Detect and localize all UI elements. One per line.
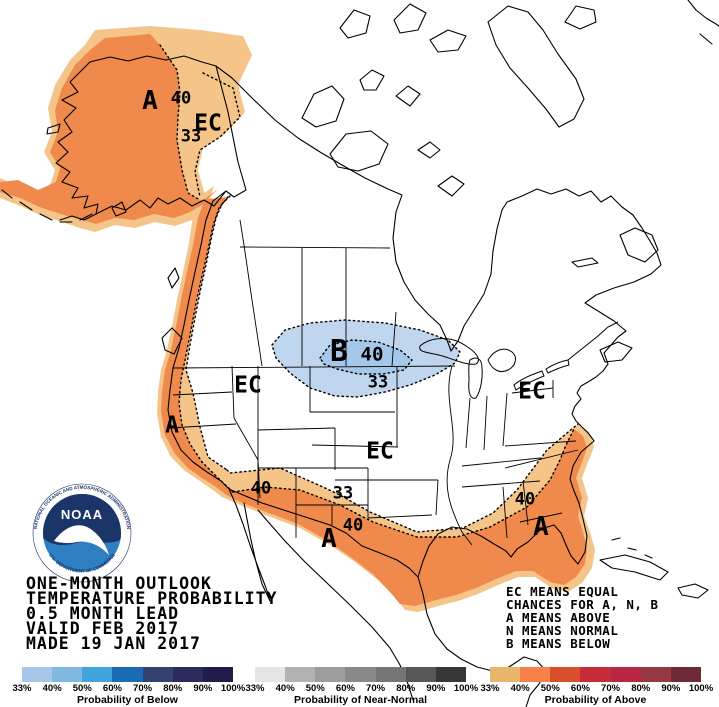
logo-gull-icon (54, 525, 109, 555)
colorbar-tick-label: 90% (193, 683, 213, 694)
colorbar-tick-label: 70% (133, 683, 153, 694)
colorbar-segment (112, 667, 143, 682)
region-below-normal-inner (320, 340, 412, 374)
interior-borders (169, 219, 579, 546)
logo-sky (43, 494, 121, 545)
colorbar-tick-label: 100% (688, 683, 714, 694)
colorbar-tick-label: 80% (631, 683, 651, 694)
colorbar-tick-label: 60% (570, 683, 590, 694)
colorbar-segment (285, 667, 316, 682)
colorbar-title: Probability of Near-Normal (293, 694, 428, 706)
key-line: CHANCES FOR A, N, B (506, 597, 659, 612)
colorbar-segment (315, 667, 346, 682)
region-above-normal-inner (0, 34, 587, 606)
colorbar-near-normal: 33% 40% 50% 60% 70% 80% 90% 100% Probability of … (245, 667, 478, 706)
colorbar-segment (202, 667, 233, 682)
colorbar-segment (22, 667, 53, 682)
title-line: VALID FEB 2017 (26, 619, 180, 638)
colorbar-segment (255, 667, 286, 682)
colorbar-ticks: 33% 40% 50% 60% 70% 80% 90% 100% (480, 682, 713, 694)
colorbar-tick-label: 50% (305, 683, 325, 694)
colorbar-tick-label: 80% (396, 683, 416, 694)
great-lakes (419, 321, 619, 399)
colorbar-tick-label: 100% (220, 683, 246, 694)
colorbar-tick-label: 80% (163, 683, 183, 694)
colorbar-segments (255, 667, 466, 682)
colorbar-segment (520, 667, 551, 682)
colorbar-tick-label: 33% (245, 683, 265, 694)
colorbar-tick-label: 40% (275, 683, 295, 694)
key-line: B MEANS BELOW (506, 636, 611, 651)
coastlines (55, 55, 662, 707)
noaa-logo: NOAA NATIONAL OCEANIC AND ATMOSPHERIC AD… (32, 483, 131, 583)
key-line: N MEANS NORMAL (506, 623, 619, 638)
colorbar-segments (490, 667, 701, 682)
colorbar-tick-label: 70% (366, 683, 386, 694)
colorbar-segments (22, 667, 233, 682)
colorbar-tick-label: 33% (12, 683, 32, 694)
probability-contours (159, 44, 579, 538)
colorbar-segment (405, 667, 436, 682)
colorbar-segment (345, 667, 376, 682)
colorbar-tick-label: 33% (480, 683, 500, 694)
colorbar-segment (640, 667, 671, 682)
colorbar-tick-label: 90% (661, 683, 681, 694)
colorbar-tick-label: 40% (510, 683, 530, 694)
islands (1, 0, 719, 599)
colorbar-title: Probability of Below (77, 694, 178, 706)
colorbar-ticks: 33% 40% 50% 60% 70% 80% 90% 100% (245, 682, 478, 694)
colorbar-tick-label: 90% (426, 683, 446, 694)
key-line: EC MEANS EQUAL (506, 584, 619, 599)
colorbar-tick-label: 40% (42, 683, 62, 694)
colorbar-segment (142, 667, 173, 682)
colorbar-tick-label: 60% (335, 683, 355, 694)
colorbar-segment (375, 667, 406, 682)
colorbar-segment (610, 667, 641, 682)
colorbar-segment (52, 667, 83, 682)
title-line: ONE-MONTH OUTLOOK (26, 574, 212, 593)
key-line: A MEANS ABOVE (506, 610, 611, 625)
title-line: MADE 19 JAN 2017 (26, 634, 201, 653)
logo-noaa-text: NOAA (61, 507, 103, 522)
colorbar-tick-label: 50% (540, 683, 560, 694)
colorbar-tick-label: 50% (72, 683, 92, 694)
colorbar-segment (580, 667, 611, 682)
colorbar-below: 33% 40% 50% 60% 70% 80% 90% 100% Probability of … (12, 667, 245, 706)
colorbar-segment (172, 667, 203, 682)
colorbar-segment (490, 667, 521, 682)
product-title: ONE-MONTH OUTLOOK TEMPERATURE PROBABILITY… (26, 574, 278, 653)
colorbar-segment (82, 667, 113, 682)
colorbar-segment (550, 667, 581, 682)
colorbar-above: 33% 40% 50% 60% 70% 80% 90% 100% Probability of … (480, 667, 713, 706)
title-line: 0.5 MONTH LEAD (26, 604, 180, 623)
colorbar-title: Probability of Above (544, 694, 647, 706)
colorbar-segment (670, 667, 701, 682)
colorbar-tick-label: 70% (601, 683, 621, 694)
colorbar-ticks: 33% 40% 50% 60% 70% 80% 90% 100% (12, 682, 245, 694)
title-line: TEMPERATURE PROBABILITY (26, 589, 278, 608)
colorbar-segment (435, 667, 466, 682)
colorbar-tick-label: 100% (453, 683, 479, 694)
colorbar-tick-label: 60% (102, 683, 122, 694)
